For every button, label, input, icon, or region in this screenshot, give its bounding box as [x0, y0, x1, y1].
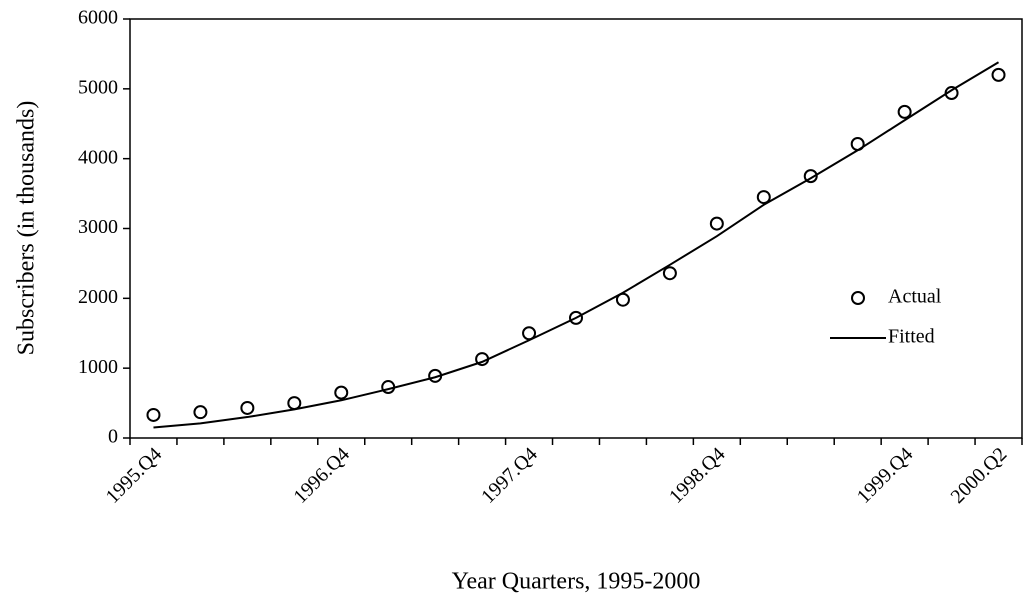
x-tick-label: 1999.Q4 [853, 443, 918, 508]
data-point [287, 396, 302, 411]
legend-marker [851, 291, 865, 305]
data-point [381, 380, 396, 395]
data-point [756, 190, 771, 205]
fitted-line [153, 61, 1000, 429]
data-point [709, 216, 724, 231]
plot-frame [129, 18, 1023, 439]
data-point [803, 169, 818, 184]
y-tick-label: 3000 [78, 216, 118, 238]
y-tick-label: 1000 [78, 356, 118, 378]
data-point [897, 104, 912, 119]
data-point [240, 400, 255, 415]
data-point [193, 405, 208, 420]
x-axis-title: Year Quarters, 1995-2000 [452, 569, 701, 595]
data-point [334, 385, 349, 400]
y-tick-label: 6000 [78, 7, 118, 29]
y-axis-title: Subscribers (in thousands) [14, 101, 40, 356]
y-tick-label: 0 [108, 426, 118, 448]
data-point [991, 67, 1006, 82]
legend-label: Fitted [888, 326, 935, 348]
y-tick-label: 5000 [78, 76, 118, 98]
x-tick-label: 2000.Q2 [947, 443, 1012, 508]
data-point [662, 266, 677, 281]
data-point [146, 407, 161, 422]
legend-label: Actual [888, 286, 942, 308]
x-tick-label: 1996.Q4 [289, 443, 354, 508]
data-point [569, 310, 583, 325]
x-tick-label: 1997.Q4 [477, 443, 542, 508]
x-tick-label: 1998.Q4 [665, 443, 730, 508]
y-tick-label: 2000 [78, 286, 118, 308]
x-tick-label: 1995.Q4 [102, 443, 167, 508]
y-tick-label: 4000 [78, 146, 118, 168]
